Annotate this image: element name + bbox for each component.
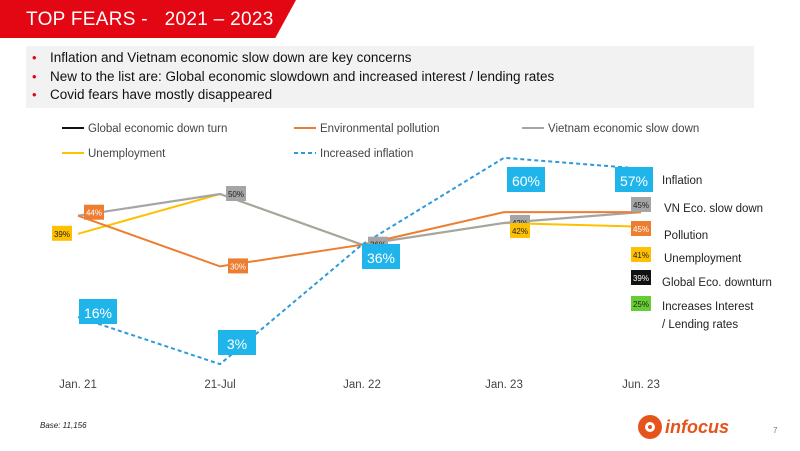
inflation-data-label: 3% [227,336,247,352]
data-label: 39% [633,274,649,283]
bullet-dot: • [32,87,37,102]
data-label: 44% [86,209,102,218]
bullet-item: • Covid fears have mostly disappeared [32,86,754,105]
x-tick-label: Jan. 22 [343,379,381,391]
data-label-box [84,204,104,220]
data-label: 25% [633,300,649,309]
legend-label: Unemployment [88,148,166,160]
data-label-box [226,186,246,201]
infocus-logo: infocus [638,412,729,442]
data-label: 45% [633,225,649,234]
title-banner [0,0,296,38]
data-label-box [631,221,651,236]
base-note: Base: 11,156 [40,421,87,430]
inflation-data-label: 60% [512,173,540,189]
logo-mark-icon [638,415,662,439]
data-label: 41% [633,251,649,260]
series-end-label: Increases Interest [662,301,754,313]
data-label: 42% [512,227,528,236]
data-label-box [631,296,651,311]
x-tick-label: Jan. 21 [59,379,97,391]
series-end-label: Unemployment [664,253,742,265]
legend-label: Increased inflation [320,148,413,160]
data-label: 45% [633,201,649,210]
bullet-dot: • [32,50,37,65]
inflation-label-box [362,244,400,269]
data-label: 50% [228,190,244,199]
bullet-item: • New to the list are: Global economic sl… [32,68,754,87]
x-tick-label: Jan. 23 [485,379,523,391]
x-tick-label: 21-Jul [204,379,235,391]
series-line-increased-inflation [77,156,642,366]
legend-label: Global economic down turn [88,123,227,135]
series-end-label: Pollution [664,230,708,242]
x-tick-label: Jun. 23 [622,379,660,391]
series-line-vietnam-economic-slow-down [77,192,642,246]
data-label-box [631,247,651,262]
legend-label: Vietnam economic slow down [548,123,699,135]
data-label-box [228,258,248,274]
data-label: 39% [54,230,70,239]
key-findings-box: • Inflation and Vietnam economic slow dow… [26,46,754,108]
data-label-box [52,225,72,241]
inflation-label-box [615,167,653,192]
series-end-label: VN Eco. slow down [664,203,763,215]
data-label-box [631,270,651,285]
data-label-box [631,197,651,212]
inflation-label-box [218,330,256,355]
inflation-data-label: 57% [620,173,648,189]
series-end-label: / Lending rates [662,319,738,331]
series-line-environmental-pollution [77,211,641,268]
page-title: TOP FEARS - 2021 – 2023 [26,9,274,30]
bullet-item: • Inflation and Vietnam economic slow dow… [32,49,754,68]
bullet-dot: • [32,68,37,84]
data-label: 30% [230,262,246,271]
inflation-label-box [79,299,117,324]
legend-label: Environmental pollution [320,123,440,135]
inflation-data-label: 36% [367,250,395,266]
inflation-label-box [507,167,545,192]
series-end-label: Inflation [662,175,702,187]
page-number: 7 [773,426,778,435]
series-end-label: Global Eco. downturn [662,277,772,289]
data-label-box [510,222,530,238]
inflation-data-label: 16% [84,305,112,321]
